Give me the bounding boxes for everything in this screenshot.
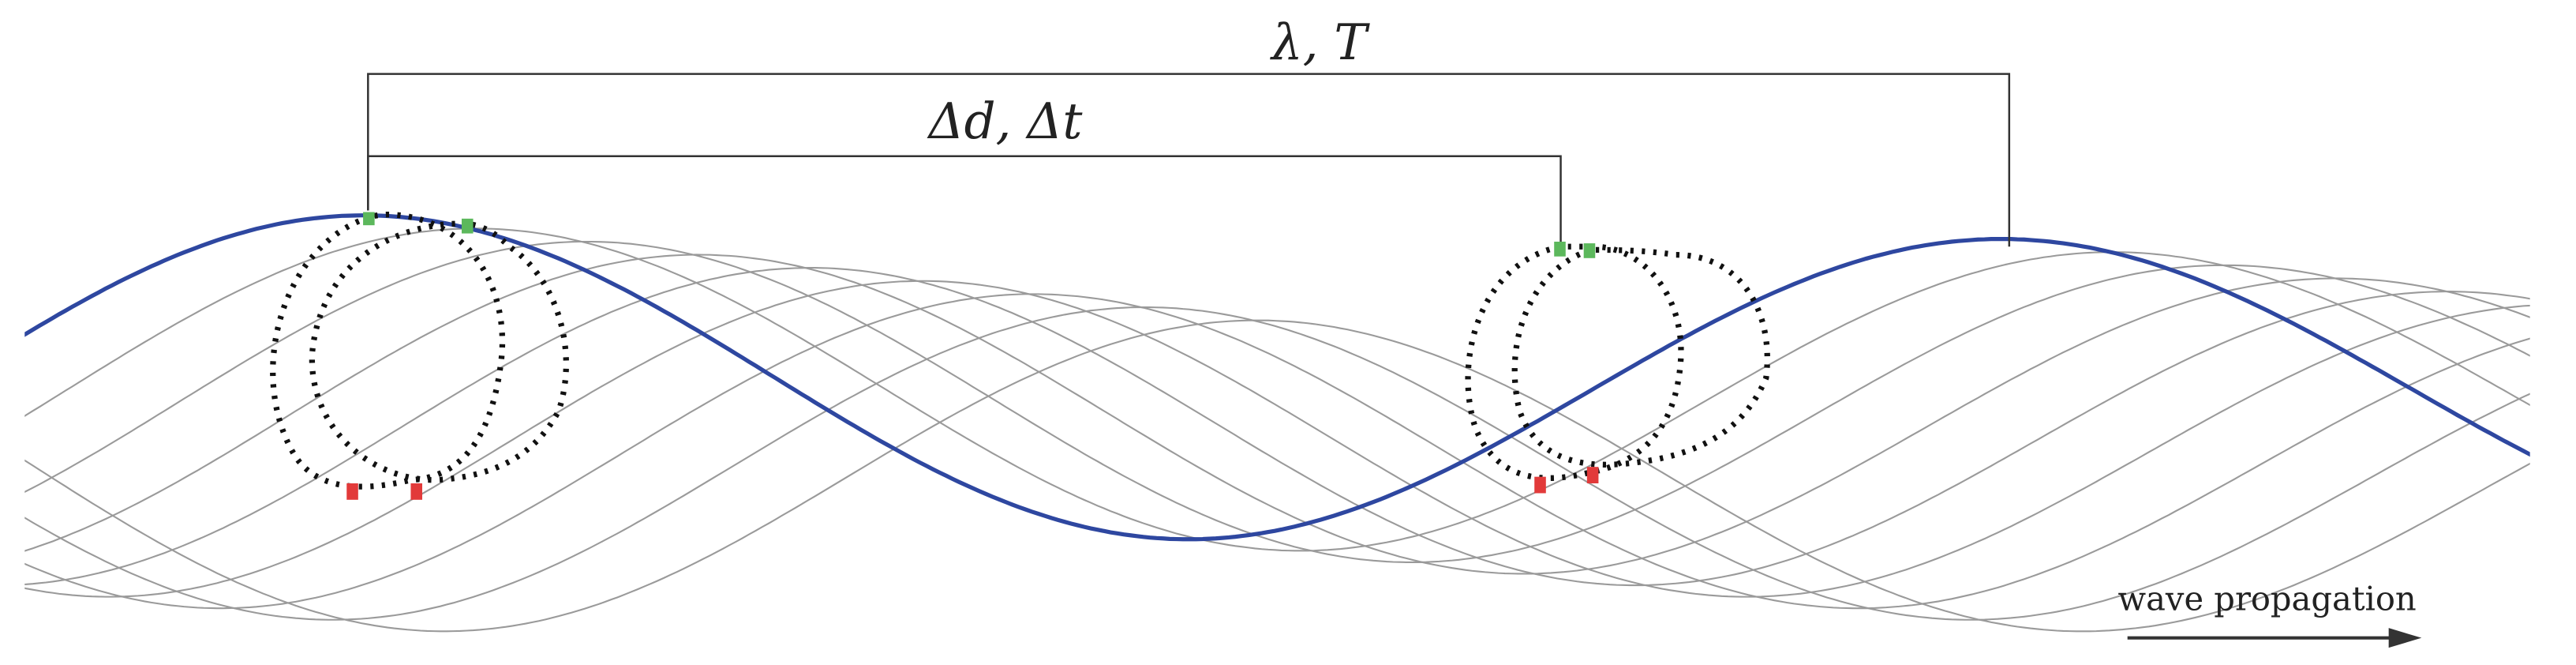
- arrow-head: [2388, 628, 2422, 648]
- gray-wave: [24, 306, 2530, 621]
- gray-wave: [24, 293, 2530, 610]
- gray-wave: [24, 319, 2530, 633]
- reference-wave: [24, 213, 2530, 542]
- particle-markers: [346, 212, 1599, 500]
- gray-wave: [24, 267, 2530, 587]
- phase-shifted-waves: [24, 227, 2530, 633]
- particle-orbits: [270, 212, 1770, 490]
- delta-bracket: [367, 155, 1562, 247]
- gray-wave: [24, 240, 2530, 563]
- gray-wave: [24, 227, 2530, 552]
- gray-wave: [24, 280, 2530, 598]
- wavelength-label: λ, T: [1269, 13, 1370, 71]
- wavelength-bracket: [367, 73, 2011, 247]
- propagation-label: wave propagation: [2117, 579, 2416, 618]
- gray-wave: [24, 254, 2530, 575]
- delta-label: Δd, Δt: [926, 92, 1083, 150]
